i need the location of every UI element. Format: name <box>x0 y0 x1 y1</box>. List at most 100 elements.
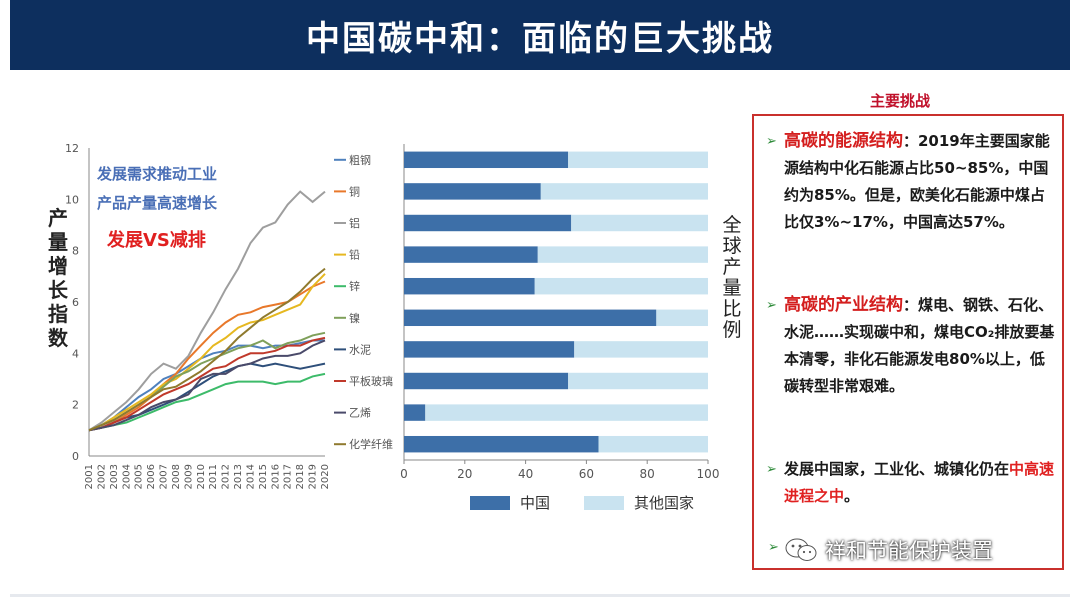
bar-segment-中国 <box>404 404 426 421</box>
arrow-bullet-icon: ➢ <box>768 540 779 555</box>
x-tick-label: 2004 <box>121 464 132 489</box>
bar-x-tick-label: 80 <box>640 467 655 481</box>
arrow-bullet-icon: ➢ <box>766 462 777 477</box>
challenge-head: 高碳的能源结构 <box>784 131 903 151</box>
x-tick-label: 2002 <box>96 464 107 489</box>
bar-x-tick-label: 20 <box>457 467 472 481</box>
line-chart-ylabel: 产量增长指数 <box>48 206 68 350</box>
challenge-body: ：煤电、钢铁、石化、水泥……实现碳中和，煤电CO₂排放要基本清零，非化石能源发电… <box>784 296 1055 395</box>
category-label: 水泥 <box>349 343 371 356</box>
annotation-line-2: 产品产量高速增长 <box>97 194 218 212</box>
x-tick-label: 2012 <box>221 464 232 489</box>
bar-chart-ylabel: 全球产量比例 <box>722 214 742 341</box>
bar-segment-中国 <box>404 435 599 453</box>
x-tick-label: 2016 <box>270 464 281 489</box>
slide-bottom-rule <box>10 594 1070 597</box>
bar-x-tick-label: 40 <box>518 467 533 481</box>
x-tick-label: 2017 <box>283 464 294 489</box>
challenge-body: ：2019年主要国家能源结构中化石能源占比50~85%，中国约为85%。但是，欧… <box>784 132 1050 231</box>
bar-segment-其他国家 <box>534 277 708 295</box>
bar-segment-其他国家 <box>568 372 708 390</box>
y-tick-label: 0 <box>72 450 79 463</box>
series-line-化学纤维 <box>88 267 326 432</box>
bar-segment-中国 <box>404 151 569 169</box>
challenge-head: 高碳的产业结构 <box>784 295 903 315</box>
wechat-icon <box>785 538 817 561</box>
bar-segment-其他国家 <box>425 404 708 421</box>
bar-segment-其他国家 <box>540 183 708 200</box>
category-label: 平板玻璃 <box>349 374 393 388</box>
challenge-body-pre: 发展中国家，工业化、城镇化仍在 <box>784 460 1010 478</box>
bar-segment-中国 <box>404 214 572 232</box>
watermark: 祥和节能保护装置 <box>785 535 993 565</box>
category-label: 锌 <box>349 279 360 293</box>
x-tick-label: 2020 <box>320 464 330 489</box>
bar-segment-中国 <box>404 277 535 295</box>
arrow-bullet-icon: ➢ <box>766 134 777 149</box>
x-tick-label: 2008 <box>171 464 182 489</box>
x-tick-label: 2013 <box>233 464 244 489</box>
category-label: 乙烯 <box>349 407 371 420</box>
category-label: 镍 <box>349 311 360 325</box>
x-tick-label: 2014 <box>245 464 256 489</box>
category-label: 铜 <box>349 184 360 198</box>
challenge-item-industry: ➢ 高碳的产业结构：煤电、钢铁、石化、水泥……实现碳中和，煤电CO₂排放要基本清… <box>766 292 1056 400</box>
challenge-panel: ➢ 高碳的能源结构：2019年主要国家能源结构中化石能源占比50~85%，中国约… <box>752 114 1064 570</box>
bar-segment-其他国家 <box>574 341 708 358</box>
x-tick-label: 2009 <box>183 464 194 489</box>
y-tick-label: 8 <box>72 245 79 258</box>
x-tick-label: 2001 <box>84 464 95 489</box>
bar-chart-legend: 中国 其他国家 <box>470 492 694 513</box>
legend-label-others: 其他国家 <box>634 494 695 512</box>
legend-label-china: 中国 <box>520 494 551 512</box>
bar-x-tick-label: 100 <box>697 467 720 481</box>
x-tick-label: 2007 <box>159 464 170 489</box>
slide-title: 中国碳中和：面临的巨大挑战 <box>306 18 774 59</box>
legend-swatch-china <box>470 495 510 510</box>
bar-segment-中国 <box>404 309 657 327</box>
legend-swatch-others <box>584 495 625 510</box>
y-tick-label: 6 <box>72 296 79 309</box>
annotation-line-1: 发展需求推动工业 <box>97 165 218 183</box>
x-tick-label: 2019 <box>308 464 319 489</box>
bar-segment-中国 <box>404 372 569 390</box>
bar-segment-其他国家 <box>571 214 708 232</box>
bar-segment-中国 <box>404 341 575 358</box>
y-tick-label: 2 <box>72 399 79 412</box>
bar-segment-其他国家 <box>537 246 708 263</box>
challenge-item-development: ➢ 发展中国家，工业化、城镇化仍在中高速进程之中。 <box>766 456 1056 510</box>
panel-title: 主要挑战 <box>870 92 931 110</box>
bar-segment-中国 <box>404 183 541 200</box>
category-label: 化学纤维 <box>349 437 393 451</box>
x-tick-label: 2011 <box>208 464 219 489</box>
bar-segment-中国 <box>404 246 538 263</box>
y-tick-label: 4 <box>72 347 79 360</box>
bar-segment-其他国家 <box>656 309 708 327</box>
series-line-锌 <box>88 372 326 432</box>
series-line-铝 <box>88 190 326 432</box>
title-bar: 中国碳中和：面临的巨大挑战 <box>10 0 1070 70</box>
annotation-dev-vs-reduction: 发展VS减排 <box>107 230 206 251</box>
bar-x-tick-label: 0 <box>400 467 408 481</box>
x-tick-label: 2006 <box>146 464 157 489</box>
challenge-item-energy: ➢ 高碳的能源结构：2019年主要国家能源结构中化石能源占比50~85%，中国约… <box>766 128 1056 236</box>
x-tick-label: 2010 <box>196 464 207 489</box>
category-label: 铅 <box>349 248 360 262</box>
x-tick-label: 2018 <box>295 464 306 489</box>
series-line-铅 <box>88 273 326 432</box>
bar-segment-其他国家 <box>598 435 708 453</box>
series-line-乙烯 <box>88 339 326 432</box>
x-tick-label: 2003 <box>109 464 120 489</box>
y-tick-label: 10 <box>65 193 79 206</box>
x-tick-label: 2015 <box>258 464 269 489</box>
challenge-emph: 中高速进程之中 <box>784 460 1055 505</box>
category-label: 粗钢 <box>349 154 371 167</box>
y-tick-label: 12 <box>65 142 79 155</box>
bar-x-tick-label: 60 <box>579 467 594 481</box>
x-tick-label: 2005 <box>134 464 145 489</box>
series-line-平板玻璃 <box>88 336 326 432</box>
challenge-body-post: 。 <box>844 487 860 505</box>
arrow-bullet-icon: ➢ <box>766 298 777 313</box>
